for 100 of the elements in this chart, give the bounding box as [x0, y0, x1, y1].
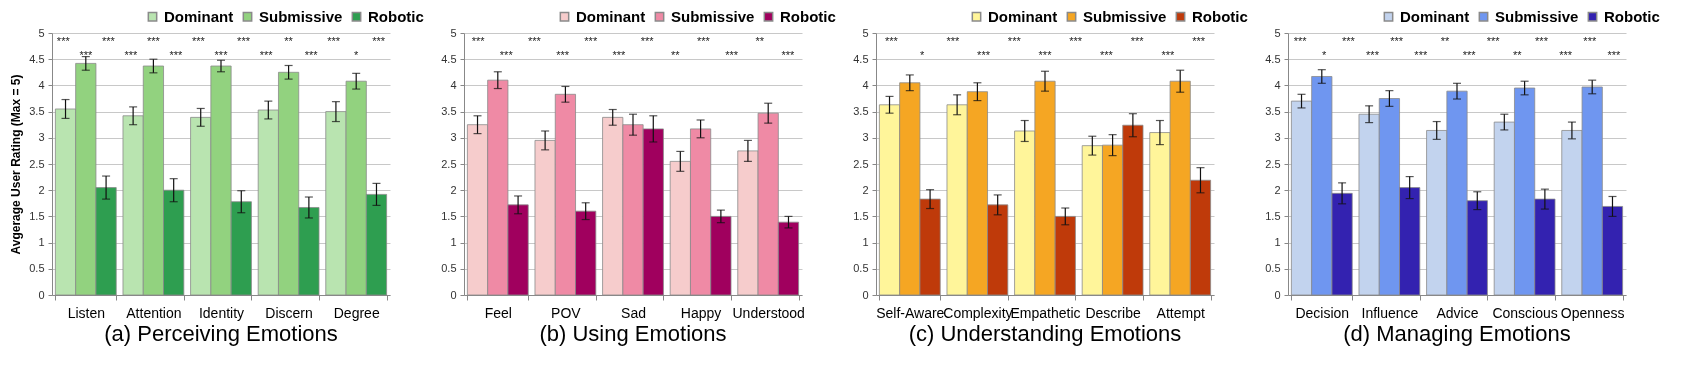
- y-tick-label: 3.5: [853, 105, 869, 118]
- x-tick-label: Happy: [680, 304, 722, 321]
- x-tick-label: Influence: [1361, 304, 1419, 321]
- y-tick-label: 4.5: [441, 52, 457, 65]
- legend-label: Submissive: [1083, 7, 1167, 25]
- y-tick-label: 5: [38, 26, 45, 39]
- x-tick-label: Openness: [1560, 304, 1625, 321]
- x-tick-label: Feel: [484, 304, 512, 321]
- y-tick-label: 4: [1274, 78, 1281, 91]
- legend-label: Robotic: [1604, 7, 1660, 25]
- x-tick-label: Understood: [732, 304, 805, 321]
- y-tick-label: 3.5: [1265, 105, 1281, 118]
- x-tick-label: Empathetic: [1010, 304, 1081, 321]
- annotation: ***: [640, 35, 655, 47]
- annotation: ***: [1607, 49, 1622, 61]
- annotation: **: [755, 35, 765, 47]
- legend-label: Dominant: [164, 7, 234, 25]
- y-tick-label: 4: [862, 78, 869, 91]
- annotation: ***: [584, 35, 598, 47]
- y-tick-label: 4: [38, 78, 45, 91]
- text: (a) Perceiving Emotions: [104, 321, 338, 346]
- annotation: ***: [214, 49, 229, 61]
- y-tick-label: 4.5: [853, 52, 869, 65]
- x-tick-label: Listen: [67, 304, 105, 321]
- legend-label: Dominant: [1400, 7, 1470, 25]
- y-tick-label: 4.5: [1265, 52, 1281, 65]
- y-tick-label: 0: [1274, 288, 1281, 301]
- y-tick-label: 2.5: [29, 157, 45, 170]
- annotation: ***: [1414, 49, 1428, 61]
- y-tick-label: 1: [38, 236, 45, 249]
- y-tick-label: 0.5: [441, 262, 457, 275]
- annotation: ***: [556, 49, 570, 61]
- x-tick-label: Attempt: [1156, 304, 1205, 321]
- legend-label: Robotic: [780, 7, 836, 25]
- legend-label: Submissive: [1495, 7, 1579, 25]
- annotation: ***: [1100, 49, 1114, 61]
- annotation: ***: [781, 49, 796, 61]
- text: (c) Understanding Emotions: [908, 321, 1182, 346]
- annotation: ***: [79, 49, 93, 61]
- y-tick-label: 0.5: [1265, 262, 1281, 275]
- y-tick-label: 0: [38, 288, 45, 301]
- y-tick-label: 5: [450, 26, 457, 39]
- x-tick-label: POV: [551, 304, 582, 321]
- legend-label: Dominant: [988, 7, 1058, 25]
- annotation: ***: [124, 49, 139, 61]
- x-tick-label: Complexity: [943, 304, 1013, 321]
- y-tick-label: 1: [862, 236, 869, 249]
- legend-label: Robotic: [368, 7, 424, 25]
- annotation: ***: [259, 49, 274, 61]
- y-tick-label: 1.5: [441, 209, 457, 222]
- annotation: **: [284, 35, 294, 47]
- annotation: ***: [192, 35, 206, 47]
- y-tick-label: 2: [1274, 183, 1281, 196]
- annotation: *: [354, 49, 360, 61]
- annotation: ***: [372, 35, 386, 47]
- annotation: ***: [1462, 49, 1477, 61]
- annotation: ***: [101, 35, 116, 47]
- y-tick-label: 4.5: [29, 52, 45, 65]
- annotation: ***: [56, 35, 71, 47]
- y-tick-label: 3.5: [441, 105, 457, 118]
- x-tick-label: Identity: [198, 304, 245, 321]
- x-tick-label: Describe: [1085, 304, 1141, 321]
- y-tick-label: 2: [862, 183, 869, 196]
- annotation: ***: [1366, 49, 1380, 61]
- text: (d) Managing Emotions: [1343, 321, 1571, 346]
- annotation: ***: [1535, 35, 1549, 47]
- annotation: ***: [1341, 35, 1356, 47]
- legend-label: Dominant: [576, 7, 646, 25]
- y-tick-label: 0.5: [853, 262, 869, 275]
- x-tick-label: Sad: [621, 304, 646, 321]
- annotation: ***: [1559, 49, 1573, 61]
- annotation: ***: [1486, 35, 1501, 47]
- annotation: ***: [696, 35, 711, 47]
- annotation: ***: [1161, 49, 1176, 61]
- annotation: ***: [612, 49, 627, 61]
- x-tick-label: Self-Aware: [876, 304, 945, 321]
- y-tick-label: 0: [450, 288, 457, 301]
- y-axis-title: Avgerage User Rating (Max = 5): [9, 74, 24, 255]
- y-tick-label: 2.5: [1265, 157, 1281, 170]
- text: (b) Using Emotions: [539, 321, 727, 346]
- y-tick-label: 3: [1274, 131, 1281, 144]
- annotation: **: [1440, 35, 1450, 47]
- x-tick-label: Discern: [265, 304, 313, 321]
- annotation: *: [919, 49, 925, 61]
- y-tick-label: 2.5: [853, 157, 869, 170]
- y-tick-label: 1.5: [1265, 209, 1281, 222]
- annotation: *: [1322, 49, 1328, 61]
- y-tick-label: 3: [450, 131, 457, 144]
- x-tick-label: Degree: [333, 304, 380, 321]
- legend-label: Submissive: [671, 7, 755, 25]
- annotation: **: [670, 49, 681, 61]
- y-tick-label: 1: [1274, 236, 1281, 249]
- annotation: ***: [527, 35, 542, 47]
- x-tick-label: Advice: [1436, 304, 1479, 321]
- annotation: ***: [1390, 35, 1404, 47]
- y-tick-label: 2: [450, 183, 457, 196]
- y-tick-label: 5: [862, 26, 869, 39]
- y-tick-label: 2: [38, 183, 45, 196]
- annotation: ***: [1130, 35, 1145, 47]
- annotation: ***: [146, 35, 161, 47]
